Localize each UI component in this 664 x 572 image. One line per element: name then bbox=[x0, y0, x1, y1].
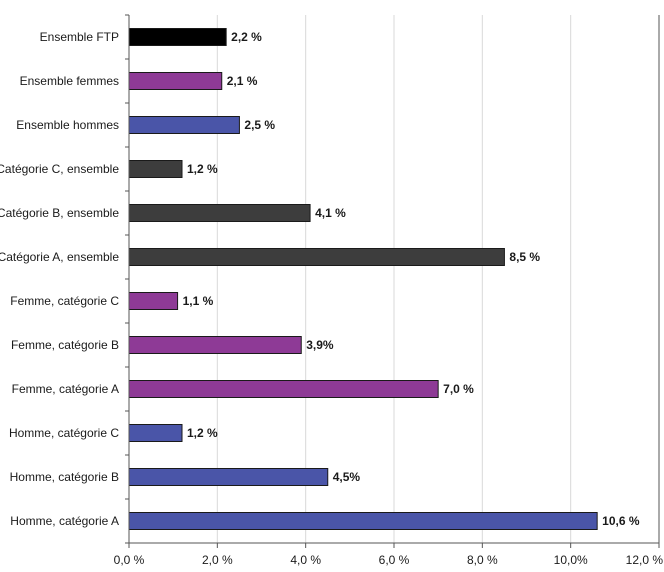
value-label: 2,2 % bbox=[231, 30, 262, 44]
category-label: Catégorie B, ensemble bbox=[0, 206, 119, 220]
bar bbox=[128, 160, 183, 178]
x-tick-label: 2,0 % bbox=[202, 553, 233, 567]
category-label: Homme, catégorie A bbox=[10, 514, 119, 528]
value-label: 4,1 % bbox=[315, 206, 346, 220]
value-label: 1,2 % bbox=[187, 162, 218, 176]
category-label: Ensemble FTP bbox=[40, 30, 119, 44]
category-label: Ensemble femmes bbox=[20, 74, 119, 88]
value-label: 1,1 % bbox=[183, 294, 214, 308]
category-label: Femme, catégorie B bbox=[11, 338, 119, 352]
bar bbox=[128, 336, 302, 354]
x-tick-label: 8,0 % bbox=[467, 553, 498, 567]
bar bbox=[128, 468, 329, 486]
value-label: 8,5 % bbox=[509, 250, 540, 264]
x-tick-label: 10,0% bbox=[554, 553, 588, 567]
x-tick-label: 4,0 % bbox=[290, 553, 321, 567]
bar bbox=[128, 28, 227, 46]
x-tick-label: 12,0 % bbox=[626, 553, 664, 567]
value-label: 2,1 % bbox=[227, 74, 258, 88]
value-label: 7,0 % bbox=[443, 382, 474, 396]
value-label: 3,9% bbox=[306, 338, 334, 352]
bar bbox=[128, 380, 439, 398]
axes: 0,0 % 2,0 % 4,0 % 6,0 % 8,0 % 10,0% 12,0 % bbox=[114, 14, 664, 567]
bar bbox=[128, 116, 240, 134]
bar bbox=[128, 248, 505, 266]
bars bbox=[128, 28, 598, 530]
grid-lines bbox=[216, 15, 660, 543]
category-label: Homme, catégorie B bbox=[10, 470, 119, 484]
category-label: Ensemble hommes bbox=[16, 118, 119, 132]
category-label: Femme, catégorie A bbox=[12, 382, 119, 396]
x-tick-label: 0,0 % bbox=[114, 553, 145, 567]
bar bbox=[128, 512, 598, 530]
value-label: 4,5% bbox=[333, 470, 361, 484]
bar bbox=[128, 292, 179, 310]
labels: Ensemble FTP 2,2 % Ensemble femmes 2,1 % Ens… bbox=[0, 30, 640, 528]
category-label: Catégorie A, ensemble bbox=[0, 250, 119, 264]
bar bbox=[128, 424, 183, 442]
category-label: Femme, catégorie C bbox=[10, 294, 119, 308]
bar bbox=[128, 72, 223, 90]
category-label: Catégorie C, ensemble bbox=[0, 162, 119, 176]
bar bbox=[128, 204, 311, 222]
value-label: 10,6 % bbox=[602, 514, 640, 528]
x-tick-label: 6,0 % bbox=[379, 553, 410, 567]
value-label: 1,2 % bbox=[187, 426, 218, 440]
category-label: Homme, catégorie C bbox=[9, 426, 119, 440]
value-label: 2,5 % bbox=[244, 118, 275, 132]
